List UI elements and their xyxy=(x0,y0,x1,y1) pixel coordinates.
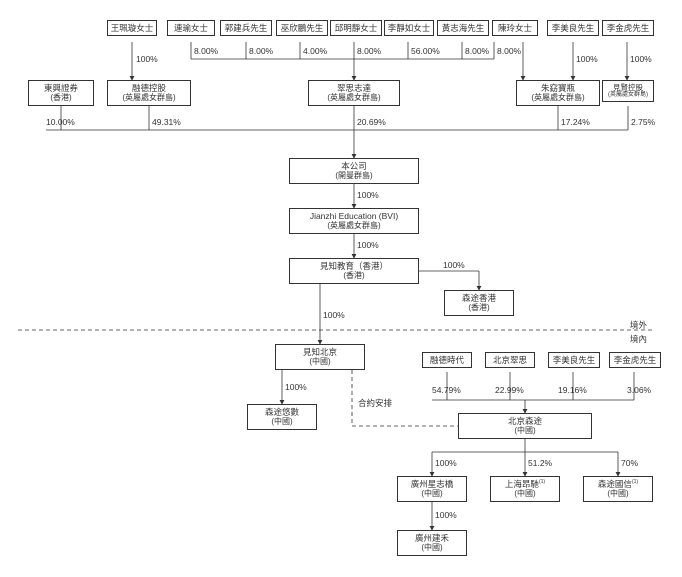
sentu-youshu: 森途悠數 (中國) xyxy=(247,404,317,430)
pct-p6: 56.00% xyxy=(411,46,440,56)
zhuyao: 朱窈寶瓶 (英屬處女群島) xyxy=(516,80,600,106)
cuisi: 翠思志達 (英屬處女群島) xyxy=(308,80,400,106)
person-7: 黃志海先生 xyxy=(437,20,489,36)
gz-xingzhi: 廣州星志橋 (中國) xyxy=(397,476,467,502)
pct-rongde: 49.31% xyxy=(152,117,181,127)
pct-p4: 4.00% xyxy=(303,46,327,56)
pct-p1: 100% xyxy=(136,54,158,64)
company: 本公司 (開曼群島) xyxy=(289,158,419,184)
jianzhi-bvi: Jianzhi Education (BVI) (英屬處女群島) xyxy=(289,208,419,234)
pct-p10: 100% xyxy=(630,54,652,64)
pct-li-meiliang: 19.16% xyxy=(558,385,587,395)
footnote-2: (1) xyxy=(632,479,638,485)
pct-rongde-era: 54.79% xyxy=(432,385,461,395)
bj-sentu: 北京森途 (中國) xyxy=(458,413,592,439)
person-8: 陳玲女士 xyxy=(492,20,538,36)
pct-bj-youshu: 100% xyxy=(285,382,307,392)
person-10: 李金虎先生 xyxy=(602,20,654,36)
pct-co-bvi: 100% xyxy=(357,190,379,200)
li-meiliang: 李美良先生 xyxy=(548,352,600,368)
label-outside: 境外 xyxy=(630,319,647,331)
pct-li-jinhu: 3.06% xyxy=(627,385,651,395)
pct-p2: 8.00% xyxy=(194,46,218,56)
person-3: 郭建兵先生 xyxy=(220,20,272,36)
pct-zhuyao: 17.24% xyxy=(561,117,590,127)
pct-hk-sentuhk: 100% xyxy=(443,260,465,270)
dongxing: 東興證券 (香港) xyxy=(28,80,94,106)
sentu-hk: 森途香港 (香港) xyxy=(444,290,514,316)
label-inside: 境內 xyxy=(630,333,647,345)
pct-hk-bj: 100% xyxy=(323,310,345,320)
pct-cuisi: 20.69% xyxy=(357,117,386,127)
pct-p7: 8.00% xyxy=(465,46,489,56)
person-9: 李美良先生 xyxy=(547,20,599,36)
pct-gz-jianhe: 100% xyxy=(435,510,457,520)
pct-p3: 8.00% xyxy=(249,46,273,56)
pct-p8: 8.00% xyxy=(497,46,521,56)
jianzhi-bj: 見知北京 (中國) xyxy=(275,344,365,370)
label-contract: 合約安排 xyxy=(358,397,392,409)
li-jinhu: 李金虎先生 xyxy=(609,352,661,368)
sh-angchi: 上海昂馳(1) (中國) xyxy=(490,476,560,502)
jianxian: 見賢控股 (英屬處女群島) xyxy=(602,80,654,102)
person-4: 巫欣鵬先生 xyxy=(276,20,328,36)
pct-dongxing: 10.00% xyxy=(46,117,75,127)
pct-jianxian: 2.75% xyxy=(631,117,655,127)
jianzhi-hk: 見知教育（香港） (香港) xyxy=(289,258,419,284)
person-2: 連瑜女士 xyxy=(167,20,215,36)
pct-p5: 8.00% xyxy=(357,46,381,56)
pct-bvi-hk: 100% xyxy=(357,240,379,250)
pct-sh: 51.2% xyxy=(528,458,552,468)
person-5: 邱明靜女士 xyxy=(330,20,382,36)
footnote-1: (1) xyxy=(539,479,545,485)
pct-p9: 100% xyxy=(576,54,598,64)
sentu-guoxin: 森途國信(1) (中國) xyxy=(583,476,653,502)
person-1: 王珮璇女士 xyxy=(107,20,157,36)
bj-cuisi: 北京翠思 xyxy=(485,352,535,368)
pct-gz: 100% xyxy=(435,458,457,468)
rongde: 融德控股 (英屬處女群島) xyxy=(107,80,191,106)
pct-bj-cuisi: 22.99% xyxy=(495,385,524,395)
gz-jianhe: 廣州建禾 (中國) xyxy=(397,530,467,556)
person-6: 李靜如女士 xyxy=(384,20,434,36)
rongde-era: 融德時代 xyxy=(422,352,472,368)
pct-gx: 70% xyxy=(621,458,638,468)
